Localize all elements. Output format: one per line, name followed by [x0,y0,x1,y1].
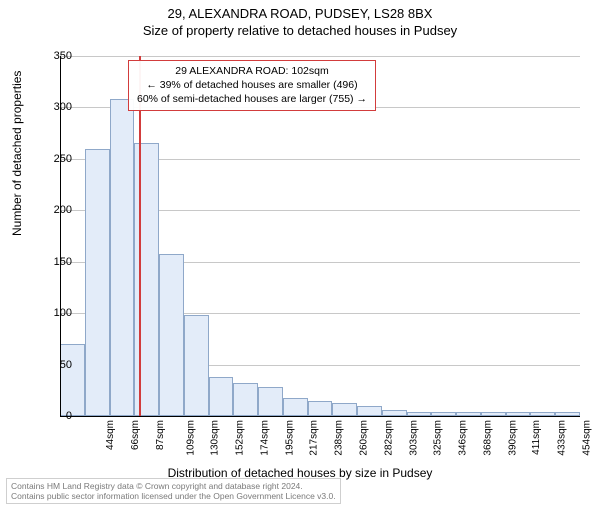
footer-line-2: Contains public sector information licen… [11,491,336,501]
chart-subtitle: Size of property relative to detached ho… [0,23,600,38]
histogram-bar [159,254,184,417]
annotation-line-1: 29 ALEXANDRA ROAD: 102sqm [137,64,367,78]
x-tick-label: 238sqm [334,420,345,456]
histogram-bar [85,149,110,416]
histogram-bar [209,377,234,416]
x-axis-line [60,416,580,417]
x-tick-label: 44sqm [105,420,116,450]
x-tick-label: 390sqm [507,420,518,456]
footer-line-1: Contains HM Land Registry data © Crown c… [11,481,336,491]
x-tick-label: 217sqm [309,420,320,456]
y-tick-label: 350 [22,50,72,62]
x-tick-label: 454sqm [581,420,592,456]
footer-attribution: Contains HM Land Registry data © Crown c… [6,478,341,504]
histogram-bar [233,383,258,416]
annotation-box: 29 ALEXANDRA ROAD: 102sqm← 39% of detach… [128,60,376,111]
x-tick-label: 282sqm [383,420,394,456]
histogram-bar [283,398,308,417]
plot-area: 29 ALEXANDRA ROAD: 102sqm← 39% of detach… [60,56,580,416]
histogram-bar [110,99,135,416]
annotation-line-2: ← 39% of detached houses are smaller (49… [137,78,367,92]
y-tick-label: 200 [22,204,72,216]
chart-area: 29 ALEXANDRA ROAD: 102sqm← 39% of detach… [60,56,580,416]
x-tick-label: 195sqm [284,420,295,456]
x-tick-label: 109sqm [185,420,196,456]
histogram-bar [258,387,283,416]
x-tick-label: 368sqm [482,420,493,456]
y-tick-label: 0 [22,410,72,422]
y-tick-label: 300 [22,101,72,113]
x-tick-label: 87sqm [155,420,166,450]
x-tick-label: 130sqm [210,420,221,456]
x-tick-label: 346sqm [458,420,469,456]
x-tick-label: 411sqm [531,420,542,455]
y-tick-label: 100 [22,307,72,319]
histogram-bar [60,344,85,416]
histogram-bar [308,401,333,416]
y-tick-label: 150 [22,256,72,268]
x-tick-label: 174sqm [260,420,271,456]
x-tick-label: 152sqm [235,420,246,456]
x-tick-label: 303sqm [408,420,419,456]
histogram-bar [357,406,382,416]
x-tick-label: 325sqm [433,420,444,456]
y-tick-label: 250 [22,153,72,165]
gridline [60,56,580,57]
y-tick-label: 50 [22,359,72,371]
histogram-bar [332,403,357,416]
chart-main-title: 29, ALEXANDRA ROAD, PUDSEY, LS28 8BX [0,6,600,21]
x-tick-label: 66sqm [130,420,141,450]
histogram-bar [134,143,159,416]
x-tick-label: 433sqm [557,420,568,456]
histogram-bar [184,315,209,416]
x-tick-label: 260sqm [359,420,370,456]
annotation-line-3: 60% of semi-detached houses are larger (… [137,92,367,106]
